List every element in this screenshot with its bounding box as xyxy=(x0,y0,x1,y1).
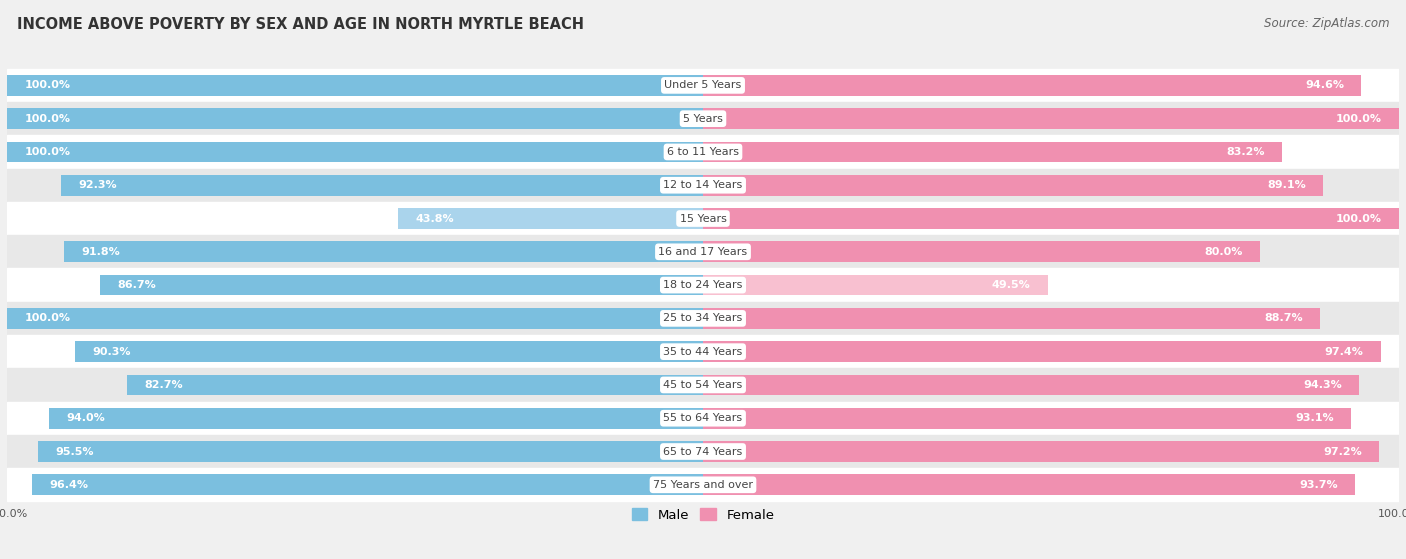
Text: 92.3%: 92.3% xyxy=(77,180,117,190)
Bar xyxy=(703,241,1260,262)
Text: 93.1%: 93.1% xyxy=(1295,413,1333,423)
Bar xyxy=(7,169,1399,202)
Bar xyxy=(7,102,1399,135)
Text: 80.0%: 80.0% xyxy=(1204,247,1243,257)
Text: 96.4%: 96.4% xyxy=(49,480,89,490)
Bar xyxy=(703,208,1399,229)
Bar xyxy=(7,308,703,329)
Text: 89.1%: 89.1% xyxy=(1267,180,1306,190)
Text: 93.7%: 93.7% xyxy=(1299,480,1337,490)
Text: 94.6%: 94.6% xyxy=(1305,80,1344,91)
Text: INCOME ABOVE POVERTY BY SEX AND AGE IN NORTH MYRTLE BEACH: INCOME ABOVE POVERTY BY SEX AND AGE IN N… xyxy=(17,17,583,32)
Bar xyxy=(7,108,703,129)
Bar xyxy=(7,302,1399,335)
Bar xyxy=(398,208,703,229)
Bar xyxy=(7,202,1399,235)
Bar xyxy=(703,75,1361,96)
Bar xyxy=(703,441,1379,462)
Text: 100.0%: 100.0% xyxy=(24,80,70,91)
Text: 55 to 64 Years: 55 to 64 Years xyxy=(664,413,742,423)
Text: 88.7%: 88.7% xyxy=(1264,314,1303,323)
Bar xyxy=(7,368,1399,401)
Bar xyxy=(703,408,1351,429)
Text: 86.7%: 86.7% xyxy=(117,280,156,290)
Text: 65 to 74 Years: 65 to 74 Years xyxy=(664,447,742,457)
Text: Source: ZipAtlas.com: Source: ZipAtlas.com xyxy=(1264,17,1389,30)
Text: 95.5%: 95.5% xyxy=(56,447,94,457)
Bar xyxy=(100,275,703,295)
Bar xyxy=(7,401,1399,435)
Bar xyxy=(7,141,703,162)
Legend: Male, Female: Male, Female xyxy=(626,503,780,527)
Bar xyxy=(49,408,703,429)
Text: 35 to 44 Years: 35 to 44 Years xyxy=(664,347,742,357)
Bar xyxy=(38,441,703,462)
Text: 43.8%: 43.8% xyxy=(416,214,454,224)
Text: 97.4%: 97.4% xyxy=(1324,347,1364,357)
Bar xyxy=(703,308,1320,329)
Text: 45 to 54 Years: 45 to 54 Years xyxy=(664,380,742,390)
Text: 82.7%: 82.7% xyxy=(145,380,183,390)
Text: 75 Years and over: 75 Years and over xyxy=(652,480,754,490)
Text: 83.2%: 83.2% xyxy=(1226,147,1264,157)
Text: Under 5 Years: Under 5 Years xyxy=(665,80,741,91)
Bar xyxy=(7,435,1399,468)
Bar xyxy=(703,141,1282,162)
Bar xyxy=(128,375,703,395)
Bar xyxy=(703,108,1399,129)
Text: 97.2%: 97.2% xyxy=(1323,447,1362,457)
Bar xyxy=(703,375,1360,395)
Bar xyxy=(703,175,1323,196)
Text: 100.0%: 100.0% xyxy=(1336,214,1382,224)
Bar xyxy=(75,342,703,362)
Text: 100.0%: 100.0% xyxy=(1336,113,1382,124)
Bar xyxy=(7,335,1399,368)
Bar xyxy=(7,268,1399,302)
Text: 16 and 17 Years: 16 and 17 Years xyxy=(658,247,748,257)
Text: 6 to 11 Years: 6 to 11 Years xyxy=(666,147,740,157)
Text: 25 to 34 Years: 25 to 34 Years xyxy=(664,314,742,323)
Text: 100.0%: 100.0% xyxy=(24,314,70,323)
Bar xyxy=(703,475,1355,495)
Bar xyxy=(7,235,1399,268)
Text: 94.3%: 94.3% xyxy=(1303,380,1341,390)
Bar xyxy=(7,75,703,96)
Bar xyxy=(703,342,1381,362)
Text: 91.8%: 91.8% xyxy=(82,247,121,257)
Bar xyxy=(7,135,1399,169)
Text: 94.0%: 94.0% xyxy=(66,413,105,423)
Text: 15 Years: 15 Years xyxy=(679,214,727,224)
Bar xyxy=(60,175,703,196)
Text: 49.5%: 49.5% xyxy=(991,280,1031,290)
Text: 12 to 14 Years: 12 to 14 Years xyxy=(664,180,742,190)
Text: 100.0%: 100.0% xyxy=(24,113,70,124)
Bar xyxy=(7,468,1399,501)
Bar xyxy=(703,275,1047,295)
Text: 100.0%: 100.0% xyxy=(24,147,70,157)
Text: 90.3%: 90.3% xyxy=(91,347,131,357)
Bar xyxy=(65,241,703,262)
Text: 18 to 24 Years: 18 to 24 Years xyxy=(664,280,742,290)
Text: 5 Years: 5 Years xyxy=(683,113,723,124)
Bar xyxy=(32,475,703,495)
Bar xyxy=(7,69,1399,102)
